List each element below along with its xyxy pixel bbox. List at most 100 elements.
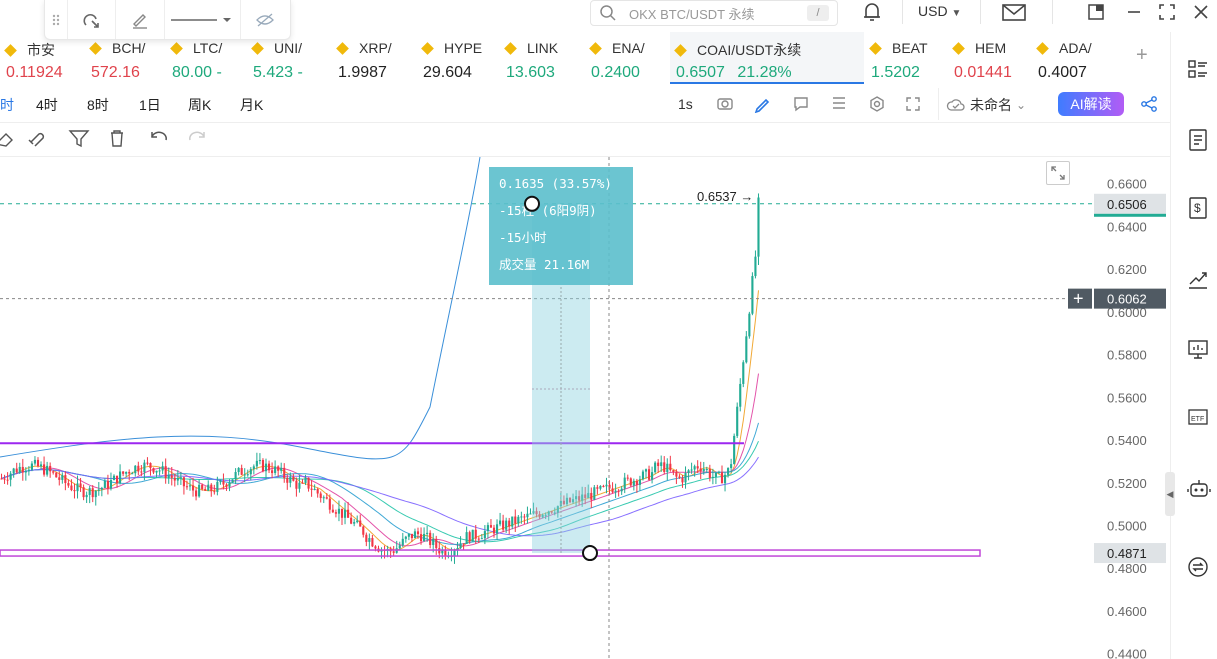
ticker-symbol: COAI/USDT永续 (674, 40, 801, 60)
camera-icon[interactable] (716, 95, 734, 111)
ticker-change: 21.28% (732, 64, 792, 81)
comment-icon[interactable] (792, 95, 810, 113)
chart-fullscreen-icon[interactable] (1046, 161, 1070, 185)
last-price-tag-accent (1094, 213, 1166, 217)
trend-icon[interactable] (1187, 268, 1209, 295)
mail-icon[interactable] (1000, 0, 1028, 24)
close-icon[interactable] (1190, 0, 1212, 24)
candle (413, 531, 417, 539)
eraser-icon[interactable] (0, 128, 16, 153)
candle (43, 464, 46, 475)
etf-icon[interactable]: ETF (1187, 406, 1209, 433)
candle (304, 477, 307, 483)
currency-select[interactable]: USD ▼ (918, 3, 961, 19)
list-icon[interactable] (830, 95, 848, 111)
resolution-button[interactable]: 1s (678, 96, 693, 112)
settings-icon[interactable] (868, 95, 886, 113)
candle (541, 514, 544, 518)
maximize-icon[interactable] (1156, 0, 1178, 24)
bell-icon[interactable] (860, 0, 884, 24)
interval-1d[interactable]: 1日 (139, 97, 161, 113)
candle (252, 466, 255, 470)
interval-8h[interactable]: 8时 (87, 97, 109, 113)
interval-4h[interactable]: 4时 (36, 97, 58, 113)
candle (52, 471, 55, 473)
ticker-tab[interactable]: LTC/80.00 - (166, 32, 246, 84)
chart-canvas[interactable]: 0.6537 → 0.1635 (33.57%) -15柱 (6阳9阴) -15小时… (0, 156, 1170, 659)
monitor-icon[interactable] (1187, 338, 1209, 365)
trash-icon[interactable] (108, 128, 126, 153)
interval-bar: 时 4时 8时 1日 周K 月K (0, 88, 1170, 120)
candle (195, 490, 198, 497)
ticker-tab[interactable]: BEAT 1.5202 (865, 32, 947, 84)
ticker-price-value: 0.11924 (6, 64, 63, 81)
search-input[interactable]: OKX BTC/USDT 永续 / (590, 0, 838, 26)
candle (79, 483, 82, 488)
candle (207, 484, 210, 491)
watchlist-icon[interactable] (1187, 58, 1209, 85)
ticker-tab[interactable]: ADA/0.4007 (1032, 32, 1122, 84)
candle (271, 470, 274, 474)
candle (462, 543, 465, 545)
candle (39, 464, 43, 467)
ticker-tab[interactable]: HYPE 29.604 (417, 32, 499, 84)
undo-icon[interactable] (148, 128, 168, 153)
candle (286, 477, 289, 483)
interval-month[interactable]: 月K (240, 97, 264, 113)
candle (131, 473, 134, 475)
ticker-symbol-text: HYPE (444, 40, 483, 56)
ticker-symbol-text: ADA/ (1059, 40, 1092, 56)
share-icon[interactable] (1140, 95, 1158, 113)
ticker-tab[interactable]: XRP/1.9987 (332, 32, 416, 84)
ai-analysis-button[interactable]: AI解读 (1058, 92, 1124, 116)
candle (49, 465, 52, 472)
binance-logo-icon (4, 43, 17, 57)
swap-icon[interactable] (1187, 556, 1209, 583)
template-icon[interactable] (68, 0, 115, 39)
hide-drawing-icon[interactable] (241, 0, 290, 39)
candle (307, 477, 310, 489)
redo-icon[interactable] (188, 128, 208, 153)
layout-select[interactable]: 未命名 ⌄ (946, 95, 1026, 115)
measure-handle-bottom (582, 545, 598, 562)
ticker-tab[interactable]: ENA/0.2400 (585, 32, 669, 84)
ticker-tab[interactable]: COAI/USDT永续 0.6507 21.28% (670, 32, 864, 84)
ticker-price-value: 5.423 - (253, 64, 303, 81)
drag-handle-icon[interactable] (45, 0, 67, 39)
window-pin-icon[interactable] (1086, 0, 1106, 24)
price-chart[interactable]: 0.6537 → 0.1635 (33.57%) -15柱 (6阳9阴) -15小时… (0, 156, 1170, 659)
ticker-tab[interactable]: 市安 0.11924 (0, 32, 84, 84)
orderbook-icon[interactable] (1187, 128, 1209, 157)
binance-logo-icon (952, 41, 965, 55)
add-tab-button[interactable]: + (1136, 44, 1148, 66)
fullscreen-icon[interactable] (904, 95, 922, 113)
filter-icon[interactable] (68, 128, 90, 153)
line-style-dropdown[interactable] (165, 0, 240, 39)
collapse-panel-icon[interactable]: ◀ (1165, 472, 1175, 516)
moving-average-line (1, 422, 759, 545)
candle (632, 480, 635, 486)
candle (480, 538, 483, 540)
candle (70, 485, 73, 491)
asset-icon[interactable]: $ (1187, 196, 1209, 225)
candle (581, 494, 584, 501)
candle (280, 467, 283, 471)
candle (392, 551, 395, 553)
price-tick-label: 0.5000 (1107, 518, 1147, 533)
candle (523, 516, 526, 518)
candle (277, 466, 280, 471)
candle (0, 478, 3, 480)
ticker-tab[interactable]: HEM 0.01441 (948, 32, 1030, 84)
band-line (0, 156, 481, 460)
robot-icon[interactable] (1187, 478, 1211, 505)
interval-week[interactable]: 周K (188, 97, 212, 113)
magnet-icon[interactable] (26, 128, 48, 153)
candle (699, 468, 702, 472)
ticker-tab[interactable]: UNI/5.423 - (247, 32, 331, 84)
pencil-color-icon[interactable] (116, 0, 163, 39)
interval-1h[interactable]: 时 (0, 97, 14, 113)
ticker-tab[interactable]: BCH/572.16 (85, 32, 165, 84)
minimize-icon[interactable] (1124, 0, 1144, 24)
draw-pencil-icon[interactable] (754, 95, 772, 113)
ticker-tab[interactable]: LINK 13.603 (500, 32, 584, 84)
